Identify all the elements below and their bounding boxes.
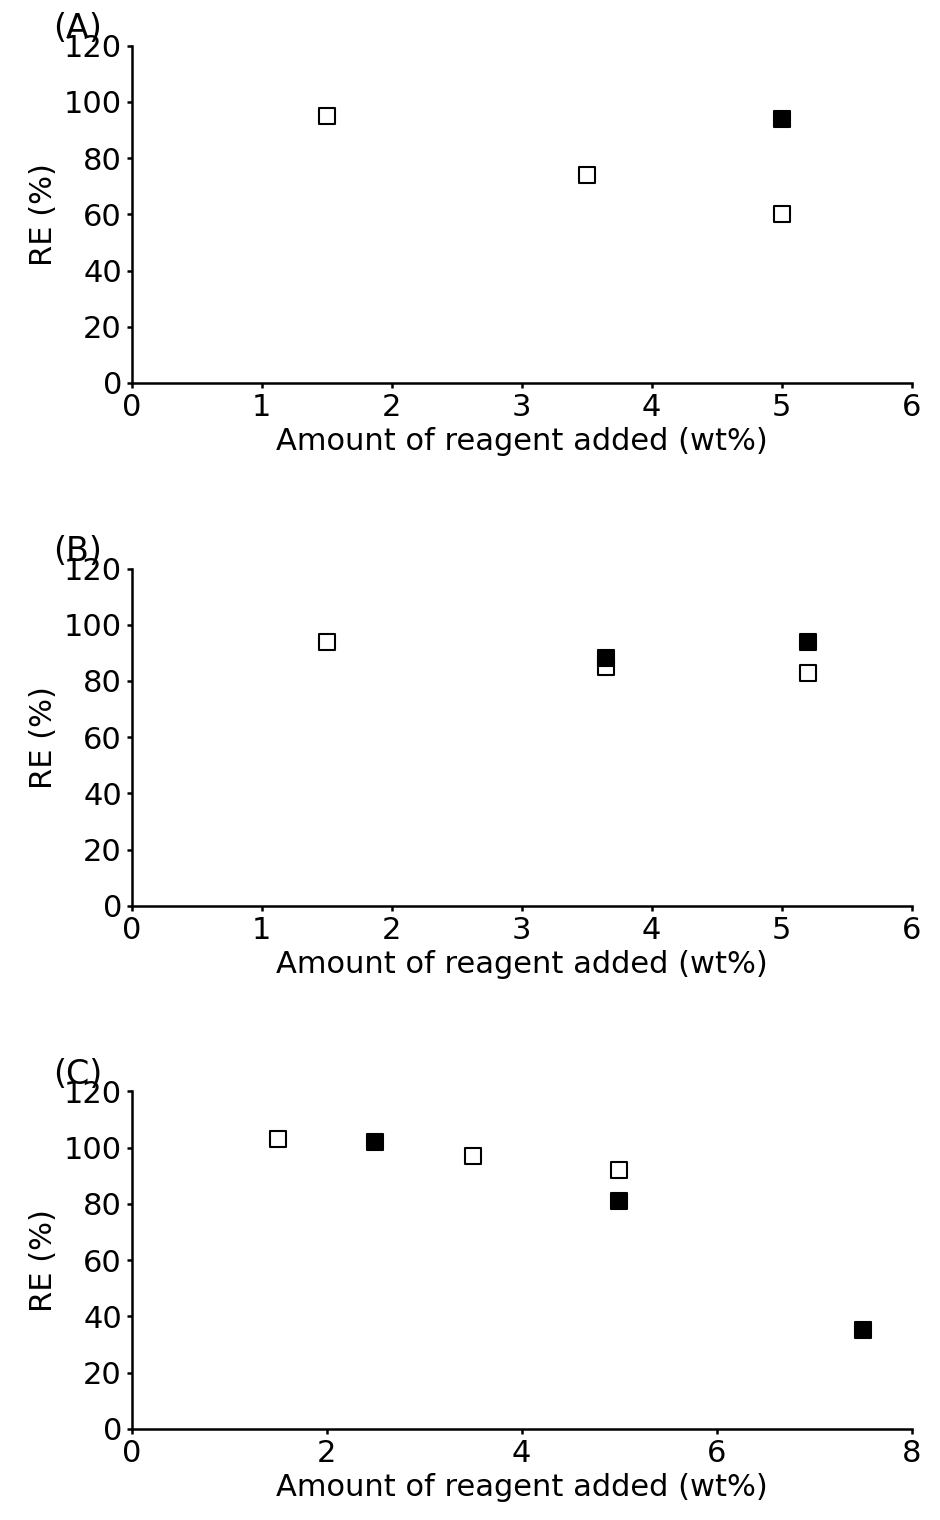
- Y-axis label: RE (%): RE (%): [29, 1208, 58, 1312]
- Point: [775, 106, 790, 131]
- X-axis label: Amount of reagent added (wt%): Amount of reagent added (wt%): [275, 1473, 768, 1502]
- Y-axis label: RE (%): RE (%): [29, 686, 58, 789]
- X-axis label: Amount of reagent added (wt%): Amount of reagent added (wt%): [275, 950, 768, 979]
- Point: [855, 1318, 870, 1342]
- Point: [271, 1126, 286, 1151]
- Point: [579, 163, 594, 187]
- Point: [775, 202, 790, 226]
- Point: [800, 629, 815, 654]
- Point: [612, 1158, 627, 1183]
- Point: [319, 103, 335, 128]
- Point: [465, 1145, 480, 1169]
- Text: (B): (B): [54, 535, 102, 568]
- Point: [599, 655, 614, 679]
- Text: (A): (A): [54, 12, 102, 46]
- Y-axis label: RE (%): RE (%): [29, 163, 58, 266]
- X-axis label: Amount of reagent added (wt%): Amount of reagent added (wt%): [275, 427, 768, 456]
- Point: [800, 660, 815, 684]
- Point: [368, 1129, 383, 1154]
- Text: (C): (C): [54, 1058, 102, 1091]
- Point: [599, 646, 614, 670]
- Point: [612, 1189, 627, 1213]
- Point: [319, 629, 335, 654]
